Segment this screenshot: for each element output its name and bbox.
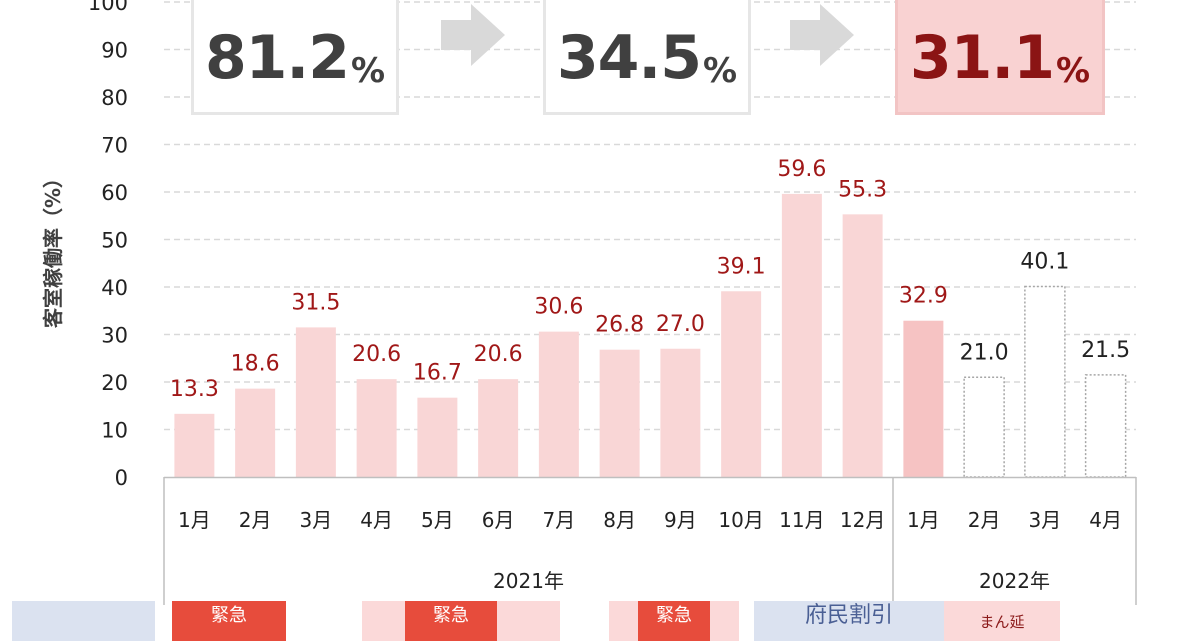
x-axis: 1月 2月 3月 4月 5月 6月 7月 8月 9月 10月 11月 12月 1月 2月 3月 4月 2021年… <box>163 476 1137 605</box>
y-tick-label: 40 <box>101 276 128 300</box>
y-tick-label: 60 <box>101 181 128 205</box>
strip-text-4: 緊急 <box>433 605 469 626</box>
bar <box>903 320 944 477</box>
x-tick-label: 5月 <box>421 508 454 532</box>
x-tick-label: 4月 <box>1089 508 1122 532</box>
value-label: 13.3 <box>170 377 219 402</box>
strip-text-8: まん延 <box>979 613 1025 631</box>
y-tick-label: 20 <box>101 371 128 395</box>
y-tick-label: 90 <box>101 39 128 63</box>
group-label: 2021年 <box>493 569 564 593</box>
group-label: 2022年 <box>979 569 1050 593</box>
kpi-unit-2: % <box>702 51 738 91</box>
y-tick-label: 50 <box>101 229 128 253</box>
value-label: 21.0 <box>960 340 1009 365</box>
y-axis-label: 客室稼働率（%） <box>41 168 65 329</box>
kpi-value-1: 81.2 <box>204 23 350 93</box>
value-label: 55.3 <box>838 177 887 202</box>
strip-text-7: 府民割引 <box>804 603 893 628</box>
x-tick-label: 12月 <box>840 508 885 532</box>
value-label: 31.5 <box>291 290 340 315</box>
y-tick-label: 70 <box>101 134 128 158</box>
bars <box>174 193 1127 478</box>
bar <box>721 291 762 477</box>
y-tick-label: 100 <box>88 0 128 15</box>
value-label: 27.0 <box>656 312 705 337</box>
kpi-box-2: 34.5% <box>543 0 751 115</box>
bar <box>963 376 1005 478</box>
x-tick-label: 1月 <box>178 508 211 532</box>
x-tick-label: 8月 <box>603 508 636 532</box>
y-tick-label: 30 <box>101 324 128 348</box>
x-tick-label: 4月 <box>360 508 393 532</box>
strip-box-6: 緊急 <box>638 601 710 641</box>
x-tick-label: 3月 <box>300 508 333 532</box>
value-label: 20.6 <box>352 342 401 367</box>
value-label: 40.1 <box>1020 250 1069 275</box>
value-labels: 13.3 18.6 31.5 20.6 16.7 20.6 30.6 26.8 27.0 39.1… <box>170 157 1130 402</box>
strip-text-2: 緊急 <box>211 605 247 626</box>
bar <box>356 379 397 477</box>
arrow-right-icon <box>441 4 505 66</box>
value-label: 32.9 <box>899 284 948 309</box>
x-tick-label: 7月 <box>543 508 576 532</box>
value-label: 26.8 <box>595 313 644 338</box>
bar <box>295 327 336 477</box>
y-tick-label: 80 <box>101 86 128 110</box>
bar <box>842 214 883 477</box>
strip-box-7: 府民割引 <box>754 601 944 641</box>
x-tick-label: 9月 <box>664 508 697 532</box>
bar <box>1084 374 1127 478</box>
kpi-value-2: 34.5 <box>556 23 702 93</box>
value-label: 18.6 <box>231 352 280 377</box>
x-tick-label: 11月 <box>779 508 824 532</box>
kpi-box-3: 31.1% <box>895 0 1105 115</box>
y-tick-label: 10 <box>101 419 128 443</box>
value-label: 30.6 <box>534 295 583 320</box>
bar <box>235 388 276 477</box>
x-tick-label: 10月 <box>718 508 763 532</box>
bar <box>538 331 579 477</box>
strip-box-2: 緊急 <box>172 601 286 641</box>
kpi-value-3: 31.1 <box>909 23 1055 93</box>
y-tick-label: 0 <box>115 466 128 490</box>
value-label: 39.1 <box>717 254 766 279</box>
kpi-unit-1: % <box>350 51 386 91</box>
value-label: 59.6 <box>777 157 826 182</box>
kpi-unit-3: % <box>1055 51 1091 91</box>
x-tick-label: 6月 <box>482 508 515 532</box>
y-tick-labels: 0 10 20 30 40 50 60 70 80 90 100 <box>88 0 128 490</box>
bar <box>417 397 458 477</box>
x-tick-label: 2月 <box>239 508 272 532</box>
bar <box>1024 285 1066 478</box>
x-tick-label: 3月 <box>1029 508 1062 532</box>
bar <box>660 348 701 477</box>
value-label: 21.5 <box>1081 338 1130 363</box>
strip-text-6: 緊急 <box>656 605 692 626</box>
x-tick-label: 1月 <box>907 508 940 532</box>
bar <box>781 193 822 477</box>
arrow-right-icon <box>790 4 854 66</box>
bar <box>599 349 640 477</box>
bar <box>174 413 215 477</box>
kpi-box-1: 81.2% <box>191 0 399 115</box>
x-tick-label: 2月 <box>968 508 1001 532</box>
value-label: 20.6 <box>474 342 523 367</box>
bar <box>478 379 519 477</box>
strip-box-1 <box>12 601 155 641</box>
value-label: 16.7 <box>413 361 462 386</box>
strip-box-4: 緊急 <box>405 601 497 641</box>
strip-box-8: まん延 <box>944 601 1060 641</box>
